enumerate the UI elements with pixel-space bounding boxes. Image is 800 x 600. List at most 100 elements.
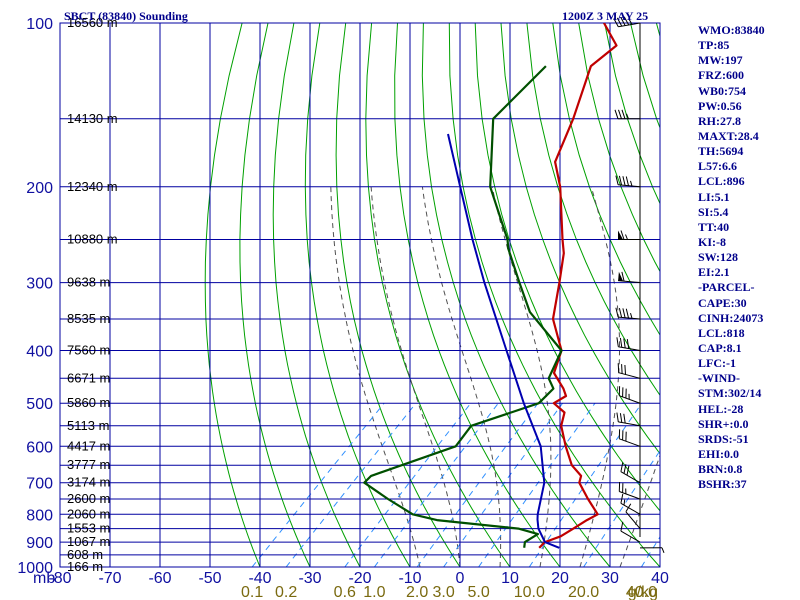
sounding-index-item: SI:5.4: [698, 204, 729, 219]
sounding-index-item: FRZ:600: [698, 68, 744, 83]
pressure-tick-label: 800: [26, 507, 53, 524]
wind-barb: [616, 337, 641, 352]
wind-barb: [618, 481, 641, 500]
sounding-index-item: RH:27.8: [698, 113, 741, 128]
temperature-tick-label: -70: [98, 570, 121, 587]
height-label: 12340 m: [67, 179, 118, 194]
mixing-ratio-tick-label: 5.0: [467, 584, 489, 600]
pressure-tick-label: 200: [26, 180, 53, 197]
mixing-ratio-tick-label: 3.0: [432, 584, 454, 600]
temperature-tick-label: 40: [651, 570, 669, 587]
mixing-ratio-tick-label: 40.0: [626, 584, 657, 600]
mixing-ratio-line: [373, 402, 499, 567]
sounding-index-item: BRN:0.8: [698, 462, 743, 477]
mixing-ratio-line: [478, 402, 596, 567]
wind-barb: [617, 230, 641, 240]
sounding-index-item: -PARCEL-: [698, 280, 755, 295]
height-label: 8535 m: [67, 311, 110, 326]
mixing-ratio-line: [640, 536, 660, 567]
wind-barb: [618, 271, 641, 284]
temperature-tick-label: -80: [48, 570, 71, 587]
sounding-index-item: MW:197: [698, 53, 743, 68]
dry-adiabat: [304, 23, 411, 567]
wind-barb: [616, 412, 641, 427]
sounding-index-item: WB0:754: [698, 83, 746, 98]
sounding-index-item: -WIND-: [698, 371, 740, 386]
sounding-index-item: LCL:818: [698, 325, 745, 340]
dry-adiabat: [335, 23, 461, 567]
height-label: 7560 m: [67, 343, 110, 358]
sounding-index-item: CAP:8.1: [698, 340, 742, 355]
mixing-ratio-tick-label: 0.1: [241, 584, 263, 600]
height-label: 2060 m: [67, 506, 110, 521]
sounding-index-item: TP:85: [698, 38, 730, 53]
dry-adiabat: [272, 23, 361, 567]
wind-barb: [614, 109, 641, 120]
height-label: 166 m: [67, 559, 103, 574]
moist-adiabat: [370, 186, 461, 567]
sounding-index-item: MAXT:28.4: [698, 128, 759, 143]
pressure-tick-label: 100: [26, 16, 53, 33]
temperature-tick-label: -40: [248, 570, 271, 587]
height-label: 5860 m: [67, 395, 110, 410]
wind-barb: [620, 462, 641, 484]
height-label: 1067 m: [67, 534, 110, 549]
dewpoint-profile-line: [363, 65, 563, 548]
height-label: 608 m: [67, 547, 103, 562]
sounding-index-item: KI:-8: [698, 234, 726, 249]
sounding-index-item: STM:302/14: [698, 386, 762, 401]
temperature-tick-label: 10: [501, 570, 519, 587]
sounding-index-item: HEL:-28: [698, 401, 744, 416]
height-label: 14130 m: [67, 111, 118, 126]
sounding-index-item: SRDS:-51: [698, 431, 749, 446]
mixing-ratio-line: [285, 402, 417, 567]
height-label: 6671 m: [67, 370, 110, 385]
plot-frame: [59, 22, 661, 568]
height-label: 10880 m: [67, 232, 118, 247]
sounding-index-item: SHR+:0.0: [698, 416, 749, 431]
temperature-tick-label: -30: [298, 570, 321, 587]
station-title: SBCT (83840) Sounding: [64, 9, 188, 23]
sounding-index-item: LI:5.1: [698, 189, 730, 204]
pressure-tick-label: 400: [26, 344, 53, 361]
pressure-tick-label: 300: [26, 276, 53, 293]
sounding-index-item: PW:0.56: [698, 98, 742, 113]
mixing-ratio-tick-label: 2.0: [406, 584, 428, 600]
wind-barb: [615, 307, 641, 320]
mixing-ratio-tick-label: 0.2: [275, 584, 297, 600]
wind-barb: [613, 16, 641, 28]
mixing-ratio-line: [251, 402, 385, 567]
height-label: 3777 m: [67, 457, 110, 472]
sounding-index-item: LCL:896: [698, 174, 745, 189]
temperature-profile-line: [538, 23, 618, 549]
sounding-index-item: TH:5694: [698, 144, 744, 159]
pressure-tick-label: 600: [26, 439, 53, 456]
wind-barb: [620, 493, 641, 515]
sounding-indices: WMO:83840 TP:85 MW:197 FRZ:600 WB0:754 PW:0.5…: [698, 23, 798, 492]
pressure-tick-label: 900: [26, 535, 53, 552]
sounding-index-item: WMO:83840: [698, 23, 765, 37]
height-label: 3174 m: [67, 475, 110, 490]
wind-barb: [617, 363, 641, 379]
sounding-index-item: EHI:0.0: [698, 446, 740, 461]
mixing-ratio-tick-label: 10.0: [514, 584, 545, 600]
sounding-profiles: [363, 23, 618, 549]
sounding-index-item: BSHR:37: [698, 477, 747, 492]
pressure-tick-label: 500: [26, 396, 53, 413]
temperature-tick-label: -50: [198, 570, 221, 587]
grid-lines: [59, 22, 661, 568]
pressure-tick-label: 700: [26, 476, 53, 493]
height-label: 1553 m: [67, 521, 110, 536]
height-label: 5113 m: [67, 418, 109, 433]
wind-barb: [615, 175, 641, 188]
sounding-index-item: EI:2.1: [698, 265, 730, 280]
pressure-tick-label: 1000: [17, 560, 53, 577]
sounding-index-item: CINH:24073: [698, 310, 764, 325]
temperature-tick-label: -20: [348, 570, 371, 587]
sounding-index-item: LFC:-1: [698, 356, 736, 371]
height-label: 2600 m: [67, 491, 110, 506]
mixing-ratio-unit-label: g/kg: [628, 584, 658, 600]
height-label: 4417 m: [67, 438, 110, 453]
